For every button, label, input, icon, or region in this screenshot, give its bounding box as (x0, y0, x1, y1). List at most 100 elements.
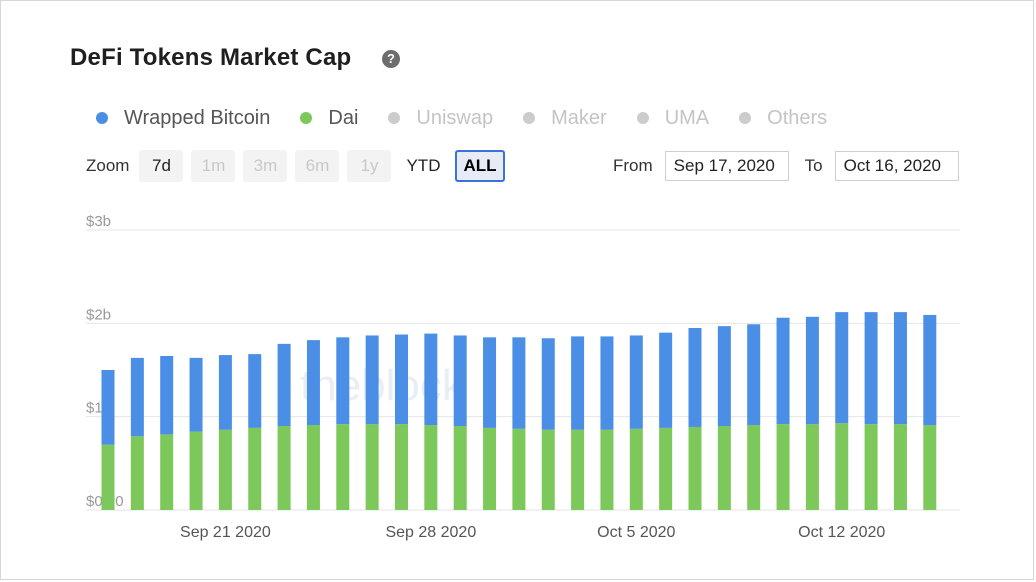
bar-dai (424, 425, 438, 510)
bar-wrapped-bitcoin (835, 312, 849, 424)
bar-wrapped-bitcoin (629, 335, 643, 429)
bar-dai (336, 424, 350, 510)
zoom-button-1y[interactable]: 1y (347, 150, 392, 182)
bar-dai (659, 427, 673, 510)
bar-wrapped-bitcoin (277, 343, 291, 426)
legend-item-wrapped-bitcoin[interactable]: Wrapped Bitcoin (96, 107, 270, 130)
bar-dai (541, 429, 555, 510)
from-date-input[interactable] (664, 151, 789, 181)
legend-label: Uniswap (416, 106, 494, 129)
bar-dai (453, 426, 467, 510)
legend-dot-icon (523, 112, 536, 124)
bar-dai (365, 424, 379, 510)
bar-wrapped-bitcoin (101, 370, 115, 445)
bar-dai (189, 431, 203, 510)
zoom-controls: Zoom 7d 1m 3m 6m 1y YTD ALL (86, 148, 513, 184)
legend-dot-icon (388, 112, 401, 124)
bar-wrapped-bitcoin (248, 354, 262, 428)
legend-label: Maker (551, 106, 607, 129)
bar-wrapped-bitcoin (453, 335, 467, 426)
legend-dot-icon (739, 112, 752, 124)
bar-wrapped-bitcoin (160, 356, 174, 435)
bar-wrapped-bitcoin (483, 337, 497, 428)
bar-dai (571, 429, 585, 510)
bar-wrapped-bitcoin (189, 357, 203, 432)
bar-dai (395, 424, 408, 510)
bar-dai (160, 434, 174, 510)
bar-wrapped-bitcoin (541, 338, 555, 430)
x-tick-label: Sep 28 2020 (385, 524, 476, 541)
bar-dai (629, 428, 643, 510)
legend-label: Others (767, 106, 828, 129)
chart-legend: Wrapped Bitcoin Dai Uniswap Maker UMA Others (96, 104, 857, 132)
question-circle-icon[interactable]: ? (382, 50, 400, 68)
zoom-button-6m[interactable]: 6m (295, 150, 340, 182)
x-tick-label: Oct 12 2020 (798, 524, 885, 541)
y-tick-label: $2b (86, 306, 111, 323)
bar-dai (600, 429, 614, 510)
legend-item-uniswap[interactable]: Uniswap (388, 107, 493, 130)
legend-label: UMA (664, 106, 710, 129)
bar-wrapped-bitcoin (600, 336, 614, 430)
bar-dai (864, 424, 878, 510)
bar-dai (835, 423, 849, 510)
legend-label: Dai (328, 106, 359, 129)
date-range: From To (613, 150, 959, 182)
bar-wrapped-bitcoin (571, 336, 585, 430)
bar-wrapped-bitcoin (923, 314, 937, 426)
bar-wrapped-bitcoin (218, 355, 232, 430)
bar-dai (130, 436, 144, 510)
bar-wrapped-bitcoin (747, 324, 761, 426)
bar-wrapped-bitcoin (306, 340, 320, 426)
bar-wrapped-bitcoin (395, 334, 408, 425)
from-label: From (613, 156, 653, 175)
to-date-input[interactable] (834, 151, 959, 181)
bar-dai (776, 424, 790, 510)
zoom-button-3m[interactable]: 3m (243, 150, 288, 182)
bar-dai (923, 425, 937, 510)
zoom-label: Zoom (86, 156, 130, 175)
zoom-button-7d[interactable]: 7d (139, 150, 184, 182)
bar-dai (306, 425, 320, 510)
x-tick-label: Oct 5 2020 (597, 524, 675, 541)
bar-wrapped-bitcoin (893, 312, 907, 425)
bar-dai (483, 427, 497, 510)
legend-label: Wrapped Bitcoin (124, 106, 271, 129)
bar-dai (101, 444, 115, 510)
zoom-button-all[interactable]: ALL (455, 150, 505, 182)
bar-wrapped-bitcoin (365, 335, 379, 425)
watermark-logo: theblock (300, 361, 465, 410)
bar-dai (277, 426, 291, 510)
bar-dai (805, 424, 819, 510)
zoom-button-1m[interactable]: 1m (191, 150, 236, 182)
legend-item-uma[interactable]: UMA (636, 106, 710, 130)
bar-wrapped-bitcoin (659, 332, 673, 428)
bar-wrapped-bitcoin (130, 357, 144, 437)
legend-item-dai[interactable]: Dai (300, 107, 358, 130)
bar-dai (688, 426, 702, 510)
bar-dai (218, 429, 232, 510)
to-label: To (804, 156, 823, 175)
bar-wrapped-bitcoin (717, 326, 731, 426)
bar-dai (747, 425, 761, 510)
bar-wrapped-bitcoin (864, 312, 878, 425)
legend-item-others[interactable]: Others (739, 107, 827, 130)
y-tick-label: $3b (86, 213, 111, 230)
bar-wrapped-bitcoin (424, 333, 438, 426)
bar-wrapped-bitcoin (776, 317, 790, 425)
bar-dai (893, 424, 907, 510)
bar-dai (512, 428, 526, 510)
legend-dot-icon (96, 112, 108, 124)
legend-dot-icon (636, 112, 649, 124)
bar-wrapped-bitcoin (336, 337, 350, 425)
bar-wrapped-bitcoin (512, 337, 526, 429)
bar-dai (717, 426, 731, 510)
legend-item-maker[interactable]: Maker (523, 107, 607, 130)
zoom-button-ytd[interactable]: YTD (406, 156, 441, 175)
bar-wrapped-bitcoin (805, 316, 819, 425)
x-tick-label: Sep 21 2020 (180, 524, 271, 541)
bar-dai (248, 427, 262, 510)
bar-wrapped-bitcoin (688, 328, 702, 427)
